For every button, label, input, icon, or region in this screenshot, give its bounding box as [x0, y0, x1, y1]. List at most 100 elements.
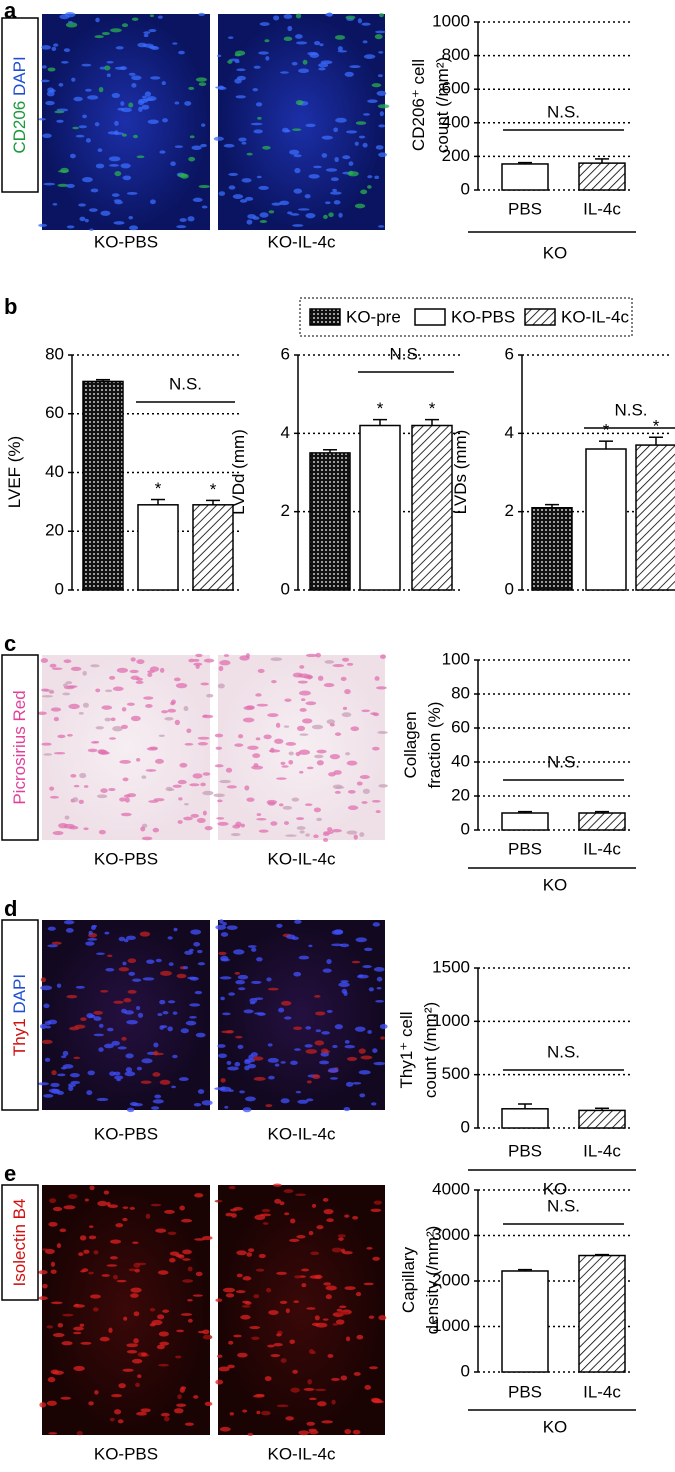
cell [150, 1203, 162, 1207]
cell [104, 931, 110, 935]
cell [316, 760, 324, 766]
cell [57, 183, 69, 187]
cell [329, 753, 341, 760]
cell [249, 1326, 261, 1330]
image-caption: KO-IL-4c [267, 849, 336, 868]
cell [42, 1283, 48, 1289]
cell [50, 1301, 63, 1305]
cell [79, 216, 86, 222]
cell [167, 936, 173, 940]
cell [299, 708, 307, 712]
cell [285, 742, 297, 746]
cell [173, 927, 178, 932]
cell [162, 1309, 170, 1313]
cell [187, 1299, 193, 1302]
cell [75, 134, 85, 138]
cell [189, 1016, 197, 1019]
cell [297, 208, 310, 211]
cell [41, 688, 50, 692]
cell [175, 682, 188, 689]
cell [341, 657, 350, 662]
ns-label: N.S. [547, 1042, 580, 1061]
cell [323, 683, 335, 688]
cell [319, 43, 324, 47]
cell [301, 1268, 310, 1272]
cell [336, 1308, 343, 1312]
cell [121, 1036, 127, 1041]
y-tick-label: 0 [55, 579, 64, 598]
cell [342, 155, 351, 160]
y-tick-label: 600 [442, 79, 470, 98]
cell [105, 968, 115, 972]
y-tick-label: 4 [281, 423, 290, 442]
cell [290, 213, 300, 216]
cell [43, 1093, 54, 1098]
cell [149, 666, 160, 672]
cell [182, 1279, 194, 1283]
cell [50, 707, 62, 712]
cell [96, 952, 105, 956]
significance-star: * [377, 399, 384, 418]
cell [289, 1238, 300, 1242]
cell [234, 743, 244, 747]
cell [280, 1000, 292, 1006]
bar [411, 424, 453, 591]
y-tick-label: 0 [505, 579, 514, 598]
cell [223, 143, 235, 148]
cell [295, 34, 303, 39]
cell [364, 947, 373, 952]
cell [246, 152, 253, 156]
cell [95, 688, 101, 693]
cell [214, 764, 224, 768]
cell [122, 961, 127, 966]
cell [321, 1420, 334, 1424]
cell [341, 712, 352, 718]
cell [83, 785, 89, 788]
cell [322, 968, 332, 973]
cell [306, 1080, 312, 1084]
cell [52, 1333, 65, 1338]
cell [90, 664, 100, 668]
cell [339, 943, 350, 948]
cell [305, 1049, 318, 1054]
cell [377, 730, 388, 734]
cell [324, 201, 331, 205]
cell [82, 702, 89, 708]
cell [172, 42, 178, 45]
cell [315, 652, 321, 658]
cell [84, 1198, 89, 1202]
cell [334, 790, 341, 794]
cell [340, 1375, 348, 1381]
cell [164, 1416, 170, 1422]
cell [358, 135, 366, 139]
cell [346, 1056, 358, 1061]
cell [204, 1401, 213, 1407]
cell [200, 682, 210, 686]
cell [351, 960, 361, 964]
cell [256, 175, 262, 179]
cell [85, 88, 92, 92]
cell [256, 813, 262, 816]
cell [106, 73, 111, 78]
cell [189, 783, 200, 787]
cell [362, 788, 371, 794]
cell [184, 950, 194, 955]
micrograph [218, 920, 385, 1110]
cell [341, 1248, 346, 1253]
cell [113, 1000, 124, 1004]
cell [321, 1031, 330, 1035]
bar [585, 448, 627, 591]
cell [296, 1235, 306, 1239]
cell [155, 1228, 167, 1233]
cell [279, 803, 284, 807]
cell [313, 807, 322, 813]
cell [92, 1307, 99, 1312]
bar [531, 507, 573, 591]
cell [73, 784, 80, 788]
cell [198, 184, 211, 189]
cell [68, 20, 73, 24]
cell [255, 1268, 265, 1272]
cell [178, 1077, 189, 1082]
cell [224, 1105, 229, 1109]
cell [281, 765, 289, 768]
